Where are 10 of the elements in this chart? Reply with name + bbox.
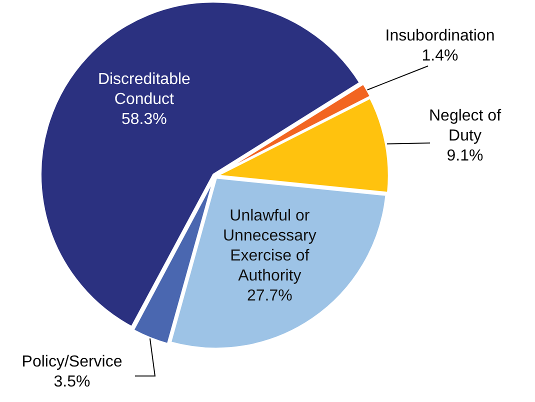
- slice-label: Insubordination: [385, 27, 495, 44]
- data-label: 9.1%: [446, 147, 484, 164]
- slice-label: Policy/Service: [22, 353, 122, 370]
- data-label: 1.4%: [422, 47, 458, 64]
- slice-label: Unlawful or Unnecessary Exercise of Authority: [222, 207, 316, 284]
- slice-label: Neglect of Duty: [428, 107, 502, 144]
- data-label: 27.7%: [246, 287, 292, 304]
- data-label: 58.3%: [122, 111, 167, 128]
- data-label: 3.5%: [54, 373, 90, 390]
- slice-label: Discreditable Conduct: [98, 71, 191, 108]
